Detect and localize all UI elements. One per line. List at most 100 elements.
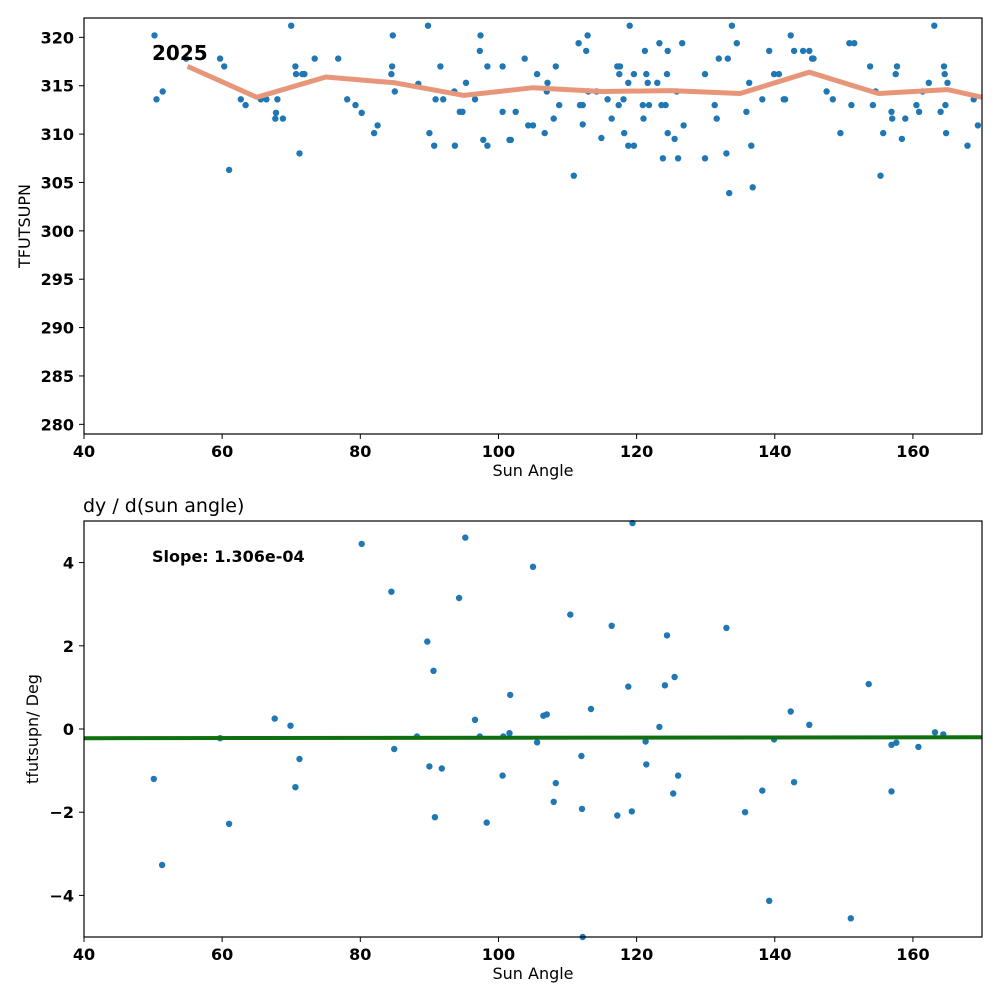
- top-y-tick-label: 290: [41, 319, 74, 338]
- bottom-scatter-point: [587, 705, 595, 713]
- top-scatter-point: [374, 122, 381, 129]
- bottom-y-axis-label: tfutsupn/ Deg: [23, 674, 42, 784]
- top-scatter-point: [570, 172, 577, 179]
- top-scatter-point: [432, 96, 439, 103]
- top-scatter-point: [552, 63, 559, 70]
- top-x-tick-label: 40: [73, 442, 95, 461]
- top-scatter-point: [451, 142, 459, 149]
- bottom-scatter-point: [391, 745, 398, 753]
- top-scatter-point: [846, 40, 853, 47]
- top-scatter-point: [507, 136, 515, 144]
- top-scatter-point: [974, 122, 982, 129]
- bottom-scatter-point: [614, 812, 621, 819]
- top-scatter-point: [626, 22, 633, 29]
- bottom-y-tick-label: 2: [63, 637, 74, 656]
- bottom-scatter-point: [271, 715, 278, 722]
- top-scatter-point: [680, 122, 687, 129]
- bottom-scatter-point: [787, 708, 794, 715]
- top-scatter-point: [335, 55, 342, 62]
- top-scatter-point: [344, 96, 351, 103]
- top-scatter-point: [272, 109, 280, 117]
- bottom-annotation: Slope: 1.306e-04: [152, 547, 305, 566]
- bottom-scatter-point: [915, 743, 922, 751]
- top-scatter-point: [388, 70, 395, 78]
- top-scatter-point: [663, 70, 671, 78]
- top-scatter-point: [644, 79, 651, 87]
- top-x-tick-label: 60: [211, 442, 233, 461]
- bottom-scatter-point: [663, 632, 671, 639]
- bottom-scatter-point: [499, 772, 506, 779]
- top-scatter-point: [892, 70, 899, 78]
- bottom-scatter-point: [567, 611, 574, 618]
- bottom-scatter-point: [670, 790, 677, 797]
- top-scatter-point: [851, 40, 858, 47]
- bottom-y-tick-label: 4: [63, 554, 74, 573]
- bottom-scatter-point: [628, 808, 635, 815]
- top-x-tick-label: 120: [620, 442, 653, 461]
- top-scatter-point: [616, 63, 624, 70]
- bottom-scatter-point: [287, 722, 294, 729]
- top-scatter-series: [151, 22, 982, 197]
- bottom-scatter-point: [741, 809, 749, 816]
- top-scatter-point: [889, 115, 896, 122]
- top-scatter-point: [151, 32, 158, 39]
- top-scatter-point: [806, 47, 813, 55]
- bottom-scatter-point: [806, 721, 813, 728]
- top-scatter-point: [671, 135, 678, 143]
- top-y-tick-label: 310: [41, 125, 74, 144]
- top-scatter-point: [263, 96, 270, 103]
- top-scatter-point: [584, 32, 591, 39]
- bottom-scatter-point: [847, 915, 854, 922]
- top-x-axis-label: Sun Angle: [492, 461, 573, 480]
- bottom-scatter-point: [388, 588, 395, 595]
- top-scatter-point: [941, 70, 948, 78]
- top-scatter-point: [296, 150, 303, 157]
- bottom-y-tick-label: 0: [63, 720, 74, 739]
- top-scatter-point: [781, 96, 789, 103]
- top-scatter-point: [748, 142, 755, 149]
- top-scatter-point: [664, 129, 671, 137]
- top-scatter-point: [459, 108, 466, 116]
- top-scatter-point: [674, 155, 682, 162]
- top-x-axis-ticks: 40 60 80 100 120 140 160: [73, 434, 930, 461]
- bottom-scatter-point: [552, 779, 559, 787]
- top-scatter-point: [153, 96, 160, 103]
- bottom-scatter-point: [766, 897, 773, 904]
- top-scatter-point: [787, 32, 794, 39]
- top-scatter-point: [659, 155, 667, 162]
- top-scatter-point: [292, 70, 300, 78]
- top-scatter-point: [159, 88, 166, 95]
- top-scatter-point: [499, 108, 506, 116]
- top-scatter-point: [279, 115, 287, 122]
- bottom-scatter-point: [483, 819, 490, 826]
- bottom-scatter-point: [533, 739, 541, 746]
- bottom-scatter-point: [507, 691, 514, 699]
- top-scatter-point: [866, 63, 874, 70]
- top-y-tick-label: 285: [41, 367, 74, 386]
- top-scatter-point: [579, 101, 586, 109]
- bottom-scatter-point: [723, 624, 730, 632]
- bottom-scatter-point: [225, 820, 233, 827]
- top-scatter-point: [625, 79, 632, 87]
- top-scatter-point: [426, 129, 433, 137]
- top-scatter-point: [521, 55, 528, 62]
- top-scatter-point: [915, 108, 923, 116]
- top-scatter-point: [643, 70, 650, 78]
- bottom-x-tick-label: 60: [211, 945, 233, 964]
- top-scatter-point: [925, 79, 932, 87]
- top-scatter-point: [440, 96, 447, 103]
- top-scatter-point: [937, 108, 944, 116]
- bottom-x-tick-label: 40: [73, 945, 95, 964]
- top-scatter-point: [301, 70, 308, 78]
- top-scatter-point: [583, 47, 590, 55]
- top-scatter-point: [621, 129, 628, 137]
- top-scatter-point: [913, 101, 920, 109]
- top-y-tick-label: 305: [41, 173, 74, 192]
- top-scatter-point: [775, 70, 783, 78]
- top-scatter-point: [216, 55, 224, 62]
- top-y-axis-label: TFUTSUPN: [15, 184, 34, 269]
- top-scatter-point: [529, 122, 537, 129]
- top-trend-line: [186, 64, 983, 100]
- top-x-tick-label: 100: [482, 442, 515, 461]
- top-panel: 40 60 80 100 120 140 160 280 285 290 295 300 305 310…: [15, 17, 983, 480]
